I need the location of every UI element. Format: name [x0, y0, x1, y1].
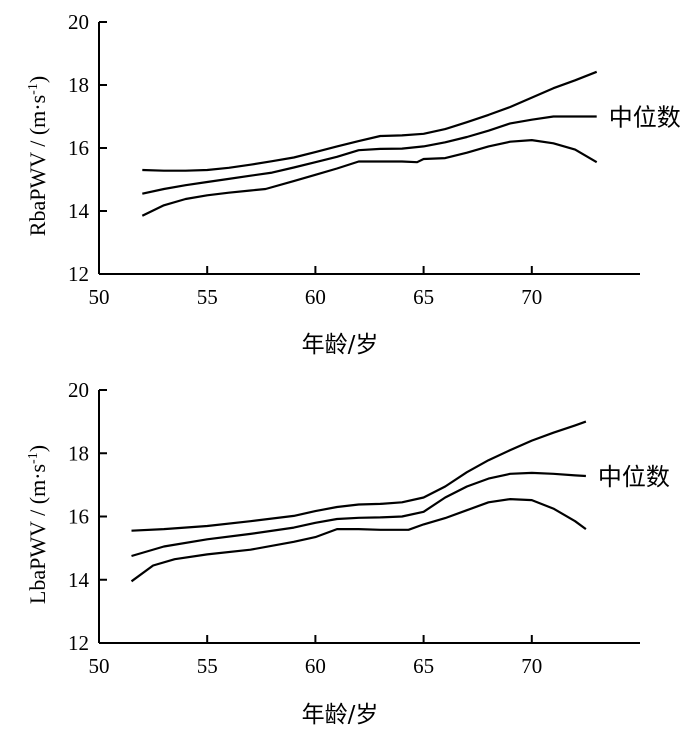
y-axis-label-part: ) — [25, 445, 50, 452]
series-line-1 — [142, 70, 598, 172]
series-line-2 — [131, 471, 586, 558]
x-tick-label: 65 — [413, 285, 434, 309]
y-tick-label: 12 — [68, 631, 89, 655]
y-axis-label-part: RbaPWV / (m·s — [25, 95, 50, 236]
median-annotation: 中位数 — [609, 104, 681, 132]
series-line-3 — [130, 498, 587, 583]
x-tick-label: 70 — [521, 654, 542, 678]
x-tick-label: 50 — [89, 654, 110, 678]
y-tick-label: 12 — [68, 262, 89, 286]
y-tick-label: 20 — [68, 378, 89, 402]
y-axis-label-part: LbaPWV / (m·s — [25, 464, 50, 604]
series-line-3 — [141, 139, 598, 217]
y-tick-label: 20 — [68, 10, 89, 34]
x-tick-label: 70 — [521, 285, 542, 309]
x-axis-label: 年龄/岁 — [302, 332, 379, 358]
y-tick-label: 18 — [68, 441, 89, 465]
x-axis-label: 年龄/岁 — [302, 702, 379, 728]
x-tick-label: 65 — [413, 654, 434, 678]
y-tick-label: 18 — [68, 73, 89, 97]
y-tick-label: 16 — [68, 136, 89, 160]
y-tick-label: 14 — [68, 199, 90, 223]
series-line-2 — [142, 115, 597, 195]
x-tick-label: 55 — [197, 285, 218, 309]
y-tick-label: 14 — [68, 568, 90, 592]
y-axis-label: RbaPWV / (m·s-1) — [25, 76, 50, 236]
x-tick-label: 60 — [305, 285, 326, 309]
series-line-1 — [131, 420, 587, 532]
y-axis-label-part: -1 — [26, 452, 41, 464]
x-tick-label: 55 — [197, 654, 218, 678]
y-axis-label-part: -1 — [26, 83, 41, 95]
median-annotation: 中位数 — [598, 463, 670, 491]
y-axis-label: LbaPWV / (m·s-1) — [25, 445, 50, 604]
y-axis-label-part: ) — [25, 76, 50, 83]
x-tick-label: 60 — [305, 654, 326, 678]
y-tick-label: 16 — [68, 505, 89, 529]
x-tick-label: 50 — [89, 285, 110, 309]
